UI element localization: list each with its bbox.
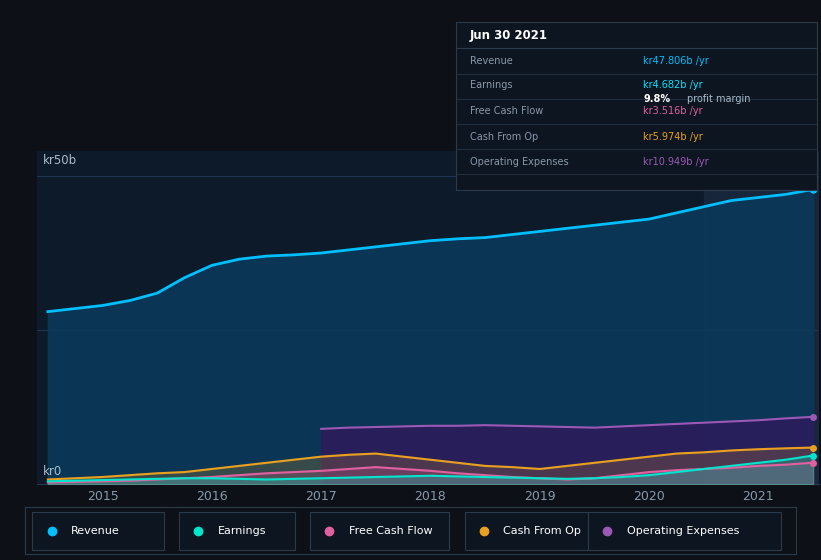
- Text: 9.8%: 9.8%: [644, 94, 671, 104]
- Text: Jun 30 2021: Jun 30 2021: [470, 29, 548, 41]
- FancyBboxPatch shape: [465, 512, 603, 550]
- Text: Revenue: Revenue: [470, 56, 513, 66]
- Text: kr4.682b /yr: kr4.682b /yr: [644, 81, 703, 90]
- Text: Earnings: Earnings: [470, 81, 512, 90]
- FancyBboxPatch shape: [32, 512, 163, 550]
- Text: kr5.974b /yr: kr5.974b /yr: [644, 132, 704, 142]
- FancyBboxPatch shape: [310, 512, 449, 550]
- FancyBboxPatch shape: [179, 512, 295, 550]
- Text: Free Cash Flow: Free Cash Flow: [349, 526, 433, 535]
- FancyBboxPatch shape: [588, 512, 781, 550]
- Text: kr10.949b /yr: kr10.949b /yr: [644, 157, 709, 167]
- Text: kr47.806b /yr: kr47.806b /yr: [644, 56, 709, 66]
- Text: profit margin: profit margin: [687, 94, 750, 104]
- Text: Cash From Op: Cash From Op: [503, 526, 581, 535]
- Bar: [704, 151, 819, 484]
- Text: kr3.516b /yr: kr3.516b /yr: [644, 106, 703, 116]
- Text: Earnings: Earnings: [218, 526, 266, 535]
- Text: Revenue: Revenue: [71, 526, 120, 535]
- Text: Operating Expenses: Operating Expenses: [626, 526, 739, 535]
- Text: Operating Expenses: Operating Expenses: [470, 157, 569, 167]
- Text: Cash From Op: Cash From Op: [470, 132, 539, 142]
- Text: kr50b: kr50b: [43, 153, 76, 167]
- Text: kr0: kr0: [43, 465, 62, 478]
- Text: Free Cash Flow: Free Cash Flow: [470, 106, 544, 116]
